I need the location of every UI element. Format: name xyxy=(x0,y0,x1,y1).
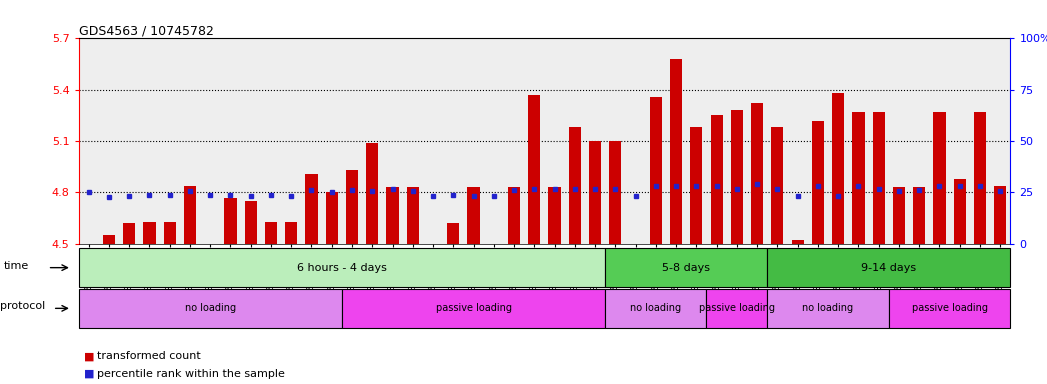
Bar xyxy=(245,201,257,244)
Text: no loading: no loading xyxy=(630,303,682,313)
Bar xyxy=(872,112,885,244)
Bar xyxy=(954,179,965,244)
Bar xyxy=(549,187,560,244)
Bar xyxy=(529,95,540,244)
Bar xyxy=(767,248,1010,287)
Bar xyxy=(605,248,767,287)
Bar xyxy=(447,223,460,244)
Text: no loading: no loading xyxy=(802,303,853,313)
Text: 6 hours - 4 days: 6 hours - 4 days xyxy=(297,263,386,273)
Bar xyxy=(184,185,196,244)
Text: GDS4563 / 10745782: GDS4563 / 10745782 xyxy=(79,25,214,38)
Bar xyxy=(609,141,622,244)
Bar xyxy=(811,121,824,244)
Bar xyxy=(707,289,767,328)
Text: passive loading: passive loading xyxy=(912,303,987,313)
Bar xyxy=(342,289,605,328)
Text: ■: ■ xyxy=(84,351,94,361)
Text: protocol: protocol xyxy=(0,301,45,311)
Text: passive loading: passive loading xyxy=(699,303,775,313)
Bar xyxy=(974,112,986,244)
Bar xyxy=(852,112,865,244)
Text: no loading: no loading xyxy=(184,303,236,313)
Text: 9-14 days: 9-14 days xyxy=(862,263,916,273)
Text: passive loading: passive loading xyxy=(436,303,512,313)
Bar xyxy=(285,222,297,244)
Bar xyxy=(893,187,905,244)
Bar xyxy=(467,187,480,244)
Bar xyxy=(508,187,520,244)
Bar xyxy=(670,59,683,244)
Bar xyxy=(224,198,237,244)
Text: 5-8 days: 5-8 days xyxy=(663,263,710,273)
Bar xyxy=(731,110,743,244)
Bar xyxy=(265,222,277,244)
Text: time: time xyxy=(3,261,29,271)
Bar xyxy=(326,192,338,244)
Bar xyxy=(832,93,844,244)
Bar xyxy=(406,187,419,244)
Bar xyxy=(995,185,1006,244)
Bar xyxy=(589,141,601,244)
Text: ■: ■ xyxy=(84,369,94,379)
Bar xyxy=(569,127,581,244)
Bar xyxy=(163,222,176,244)
Bar xyxy=(792,240,804,244)
Bar xyxy=(103,235,115,244)
Bar xyxy=(306,174,317,244)
Bar xyxy=(913,187,926,244)
Bar xyxy=(124,223,135,244)
Bar xyxy=(143,222,156,244)
Bar xyxy=(650,97,662,244)
Bar xyxy=(366,143,378,244)
Bar xyxy=(772,127,783,244)
Bar xyxy=(711,116,722,244)
Bar xyxy=(933,112,945,244)
Text: transformed count: transformed count xyxy=(97,351,201,361)
Bar xyxy=(690,127,703,244)
Bar xyxy=(767,289,889,328)
Bar xyxy=(889,289,1010,328)
Bar xyxy=(79,289,342,328)
Bar xyxy=(605,289,707,328)
Bar xyxy=(751,103,763,244)
Bar xyxy=(79,248,605,287)
Bar xyxy=(346,170,358,244)
Text: percentile rank within the sample: percentile rank within the sample xyxy=(97,369,285,379)
Bar xyxy=(386,187,399,244)
